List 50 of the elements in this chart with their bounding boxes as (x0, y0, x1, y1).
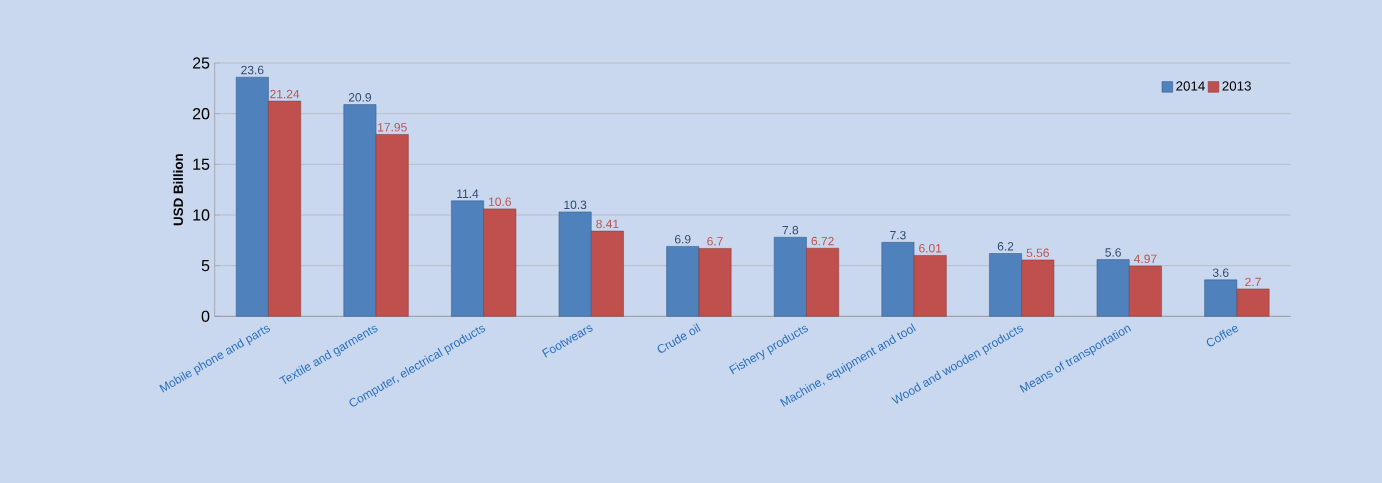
data-label: 7.3 (890, 230, 906, 240)
data-label: 4.97 (1134, 254, 1157, 264)
bar (773, 237, 807, 317)
bar (989, 253, 1022, 317)
data-label: 5.56 (1026, 248, 1049, 258)
y-tick-label: 0 (201, 310, 210, 322)
data-label: 3.6 (1212, 268, 1229, 277)
x-tick-label: Crude oil (657, 323, 701, 353)
data-label: 7.8 (782, 225, 799, 235)
y-tick-label: 15 (193, 158, 210, 170)
data-label: 11.4 (457, 189, 479, 198)
y-tick-label: 25 (192, 57, 210, 69)
bar (1021, 259, 1055, 317)
data-label: 2.7 (1245, 277, 1261, 287)
bar (343, 104, 377, 317)
data-label: 10.6 (489, 197, 511, 206)
bar (666, 246, 700, 317)
y-tick-label: 10 (193, 209, 210, 221)
y-tick-label: 5 (201, 260, 210, 272)
bar (1236, 288, 1270, 317)
data-label: 5.6 (1105, 248, 1121, 257)
y-axis-title: USD Billion (173, 154, 183, 226)
legend-label: 2013 (1222, 81, 1251, 91)
data-label: 10.3 (564, 200, 587, 210)
data-label: 6.9 (674, 234, 691, 244)
bar (375, 134, 409, 317)
bar (881, 242, 915, 317)
bar (913, 255, 947, 317)
data-label: 6.7 (707, 237, 723, 246)
data-label: 6.01 (919, 244, 942, 253)
bar (451, 200, 484, 317)
data-label: 17.95 (378, 123, 407, 132)
data-label: 23.6 (241, 65, 264, 75)
bar (591, 230, 624, 317)
bar (235, 76, 269, 317)
legend-label: 2014 (1176, 81, 1205, 91)
bar (268, 100, 302, 317)
bar (1096, 259, 1130, 317)
bar (483, 208, 517, 317)
bar (698, 248, 732, 317)
bar (1129, 265, 1162, 317)
data-label: 6.72 (811, 236, 834, 246)
data-label: 21.24 (270, 89, 300, 99)
data-label: 20.9 (348, 93, 372, 102)
bar (806, 247, 840, 317)
data-label: 6.2 (997, 242, 1014, 251)
bar (1204, 279, 1238, 317)
data-label: 8.41 (596, 219, 619, 229)
y-tick-label: 20 (192, 108, 210, 120)
bar (558, 211, 592, 317)
